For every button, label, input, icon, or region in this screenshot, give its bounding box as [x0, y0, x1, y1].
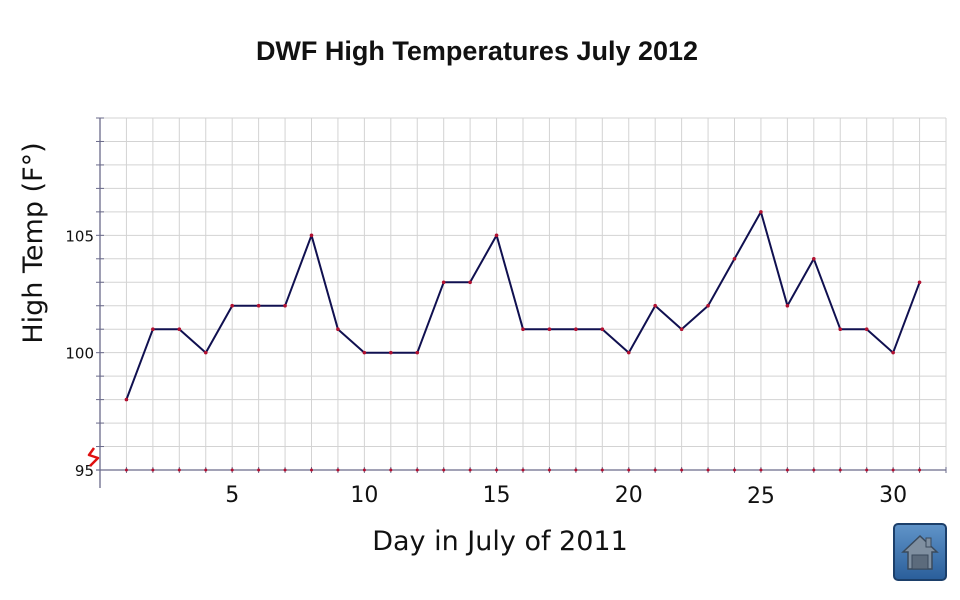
x-axis-dot: [362, 468, 366, 472]
data-point: [838, 327, 843, 332]
chart-title: DWF High Temperatures July 2012: [256, 36, 698, 66]
x-axis-dot: [918, 468, 922, 472]
data-point: [891, 350, 895, 355]
y-axis-label: High Temp (F°): [18, 142, 49, 343]
x-axis-dot: [283, 468, 287, 472]
x-axis-dot: [706, 468, 710, 472]
data-point: [600, 327, 605, 332]
data-point: [521, 327, 525, 332]
data-point: [309, 233, 314, 238]
x-axis-dot: [680, 468, 684, 472]
data-point: [574, 327, 578, 332]
chart-axes: [96, 117, 947, 488]
data-point: [864, 327, 869, 332]
x-axis-dot: [627, 468, 631, 472]
x-tick-label: 5: [225, 483, 239, 508]
x-axis-dot: [415, 468, 419, 472]
data-point: [336, 327, 340, 332]
x-axis-dot: [468, 468, 472, 472]
x-axis-dot: [151, 468, 155, 472]
home-button[interactable]: [893, 523, 947, 581]
data-point: [389, 350, 393, 355]
x-tick-label: 25: [747, 484, 775, 509]
y-tick-label: 105: [65, 227, 94, 245]
data-point: [759, 210, 763, 214]
x-axis-dot: [759, 468, 763, 472]
data-point: [917, 280, 922, 285]
x-axis-dot: [177, 468, 181, 472]
x-axis-dot: [838, 468, 842, 472]
x-axis-dot: [230, 468, 234, 472]
x-axis-dot: [521, 468, 525, 472]
chart-grid: [99, 117, 947, 471]
x-axis-dot: [600, 468, 604, 472]
data-point: [812, 257, 816, 261]
x-tick-label: 15: [483, 483, 511, 508]
x-axis-dot: [547, 468, 551, 472]
data-point: [732, 257, 737, 261]
data-point: [441, 280, 446, 285]
data-point: [256, 303, 261, 308]
x-axis-dot: [442, 468, 446, 472]
tick-labels: 5 10 15 20 25 30 95 100 105: [65, 227, 907, 509]
x-axis-dot: [574, 468, 578, 472]
data-point: [124, 397, 129, 402]
x-tick-label: 30: [879, 483, 907, 508]
x-axis-dot: [812, 468, 816, 472]
x-tick-label: 10: [350, 483, 378, 508]
data-point: [415, 350, 420, 355]
data-point: [706, 303, 710, 308]
data-point: [494, 233, 499, 238]
x-axis-dot: [495, 468, 499, 472]
x-axis-dot: [653, 468, 657, 472]
axis-break-zigzag: [87, 447, 100, 467]
x-axis-dot: [124, 468, 128, 472]
y-tick-label: 100: [65, 345, 94, 363]
data-point: [679, 327, 684, 332]
home-icon: [901, 534, 939, 570]
x-axis-dot: [310, 468, 313, 472]
data-point: [203, 350, 208, 355]
data-point: [230, 303, 234, 308]
data-point: [547, 327, 552, 332]
x-axis-dot: [336, 468, 340, 472]
x-axis-dot: [389, 468, 393, 472]
x-tick-label: 20: [615, 483, 643, 508]
data-point: [785, 303, 790, 308]
y-tick-label: 95: [75, 462, 94, 480]
data-point: [283, 303, 287, 308]
x-axis-dot: [204, 468, 208, 472]
data-series: [124, 210, 922, 472]
data-point: [151, 327, 155, 332]
data-point: [177, 327, 182, 332]
data-point: [653, 303, 657, 308]
x-axis-dot: [785, 468, 789, 472]
x-axis-dot: [733, 468, 736, 472]
x-axis-dot: [865, 468, 869, 472]
x-axis-label: Day in July of 2011: [372, 526, 628, 557]
axis-break-icon: [87, 447, 100, 467]
data-point: [468, 280, 472, 285]
x-axis-dot: [257, 468, 261, 472]
x-axis-dot: [891, 468, 895, 472]
data-point: [626, 350, 631, 355]
data-point: [362, 350, 367, 355]
